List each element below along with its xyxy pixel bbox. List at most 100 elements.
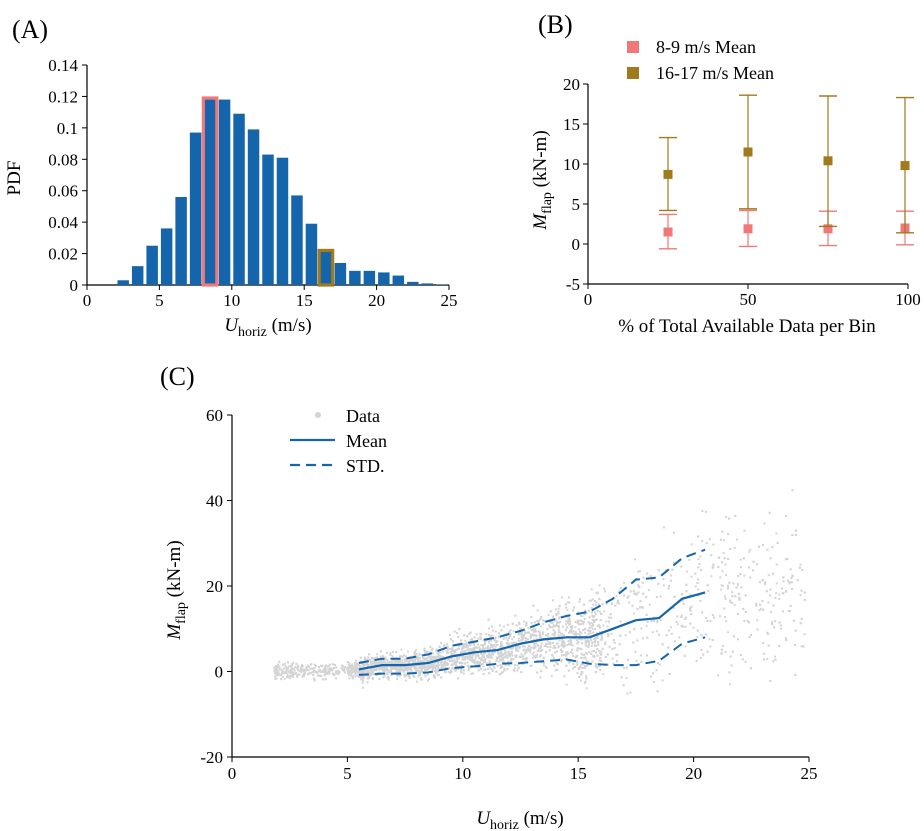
- data-point: [347, 673, 350, 676]
- data-point: [362, 677, 365, 679]
- data-point: [594, 611, 596, 614]
- data-point: [555, 614, 558, 617]
- data-point: [658, 633, 660, 636]
- data-point: [712, 565, 715, 568]
- data-point: [494, 636, 497, 639]
- data-point: [333, 666, 336, 669]
- data-point: [543, 661, 545, 664]
- data-point: [739, 558, 742, 561]
- data-point: [431, 659, 434, 661]
- data-point: [376, 653, 379, 656]
- data-point: [375, 668, 377, 671]
- data-point: [440, 656, 443, 659]
- data-point: [477, 637, 480, 640]
- data-point: [594, 637, 597, 640]
- data-point: [550, 675, 553, 678]
- data-point: [595, 651, 597, 654]
- data-point: [579, 656, 582, 659]
- data-point: [400, 655, 403, 658]
- data-point: [623, 594, 626, 597]
- data-point: [491, 644, 494, 647]
- data-point: [418, 673, 421, 676]
- data-point: [381, 661, 384, 664]
- data-point: [771, 621, 774, 624]
- data-point: [672, 607, 675, 609]
- data-point: [314, 665, 317, 668]
- data-point: [469, 638, 472, 641]
- data-point: [514, 654, 517, 657]
- data-point: [582, 603, 585, 606]
- data-point: [361, 679, 364, 682]
- data-point: [784, 558, 787, 561]
- data-point: [505, 642, 508, 644]
- data-point: [429, 659, 432, 662]
- data-point: [422, 657, 424, 660]
- data-point: [579, 632, 582, 635]
- data-point: [587, 643, 590, 646]
- data-point: [578, 638, 581, 640]
- data-point: [369, 669, 372, 672]
- data-point: [471, 642, 473, 645]
- data-point: [569, 622, 571, 625]
- data-point: [487, 653, 490, 656]
- histogram-bar: [291, 195, 303, 285]
- data-point: [794, 644, 796, 647]
- data-point: [384, 656, 387, 659]
- histogram-bar: [204, 99, 216, 285]
- data-point: [500, 642, 502, 645]
- data-point: [414, 665, 417, 668]
- data-point: [333, 674, 336, 677]
- data-point: [737, 575, 740, 577]
- data-point: [570, 629, 573, 632]
- data-point: [612, 662, 615, 665]
- data-point: [441, 664, 444, 667]
- data-point: [530, 646, 533, 649]
- data-point: [461, 662, 464, 664]
- legend-marker: [627, 67, 639, 79]
- data-point: [661, 679, 664, 682]
- data-point: [511, 642, 514, 645]
- data-point: [486, 668, 489, 670]
- data-point: [325, 672, 328, 675]
- data-point: [724, 651, 727, 653]
- data-point: [584, 644, 587, 647]
- data-point: [337, 669, 340, 672]
- data-point: [281, 675, 284, 678]
- data-point: [423, 663, 426, 666]
- data-point: [508, 652, 511, 655]
- data-point: [313, 667, 316, 670]
- data-point: [493, 644, 496, 647]
- data-point: [368, 653, 371, 656]
- data-point: [522, 658, 525, 660]
- data-point: [566, 652, 569, 655]
- data-point: [604, 641, 607, 644]
- data-point: [539, 645, 542, 648]
- data-point: [617, 599, 620, 602]
- data-point: [442, 650, 444, 653]
- data-point: [749, 576, 752, 579]
- data-point: [370, 663, 373, 665]
- data-point: [468, 667, 471, 670]
- data-point: [352, 666, 355, 669]
- data-point: [748, 566, 751, 569]
- data-point: [763, 652, 766, 655]
- data-point: [774, 658, 777, 661]
- data-point: [512, 641, 515, 644]
- data-point: [576, 663, 579, 666]
- data-point: [532, 638, 535, 641]
- data-point: [752, 560, 755, 563]
- data-point: [335, 666, 338, 669]
- data-point: [510, 660, 513, 663]
- data-point: [565, 683, 568, 686]
- data-point: [581, 615, 584, 618]
- data-point: [512, 657, 515, 660]
- data-point: [547, 633, 550, 636]
- data-point: [395, 665, 398, 668]
- data-point: [632, 641, 635, 644]
- data-point: [484, 642, 486, 645]
- data-point: [447, 659, 449, 662]
- data-point: [789, 568, 792, 571]
- data-point: [443, 661, 446, 664]
- data-point: [323, 671, 326, 673]
